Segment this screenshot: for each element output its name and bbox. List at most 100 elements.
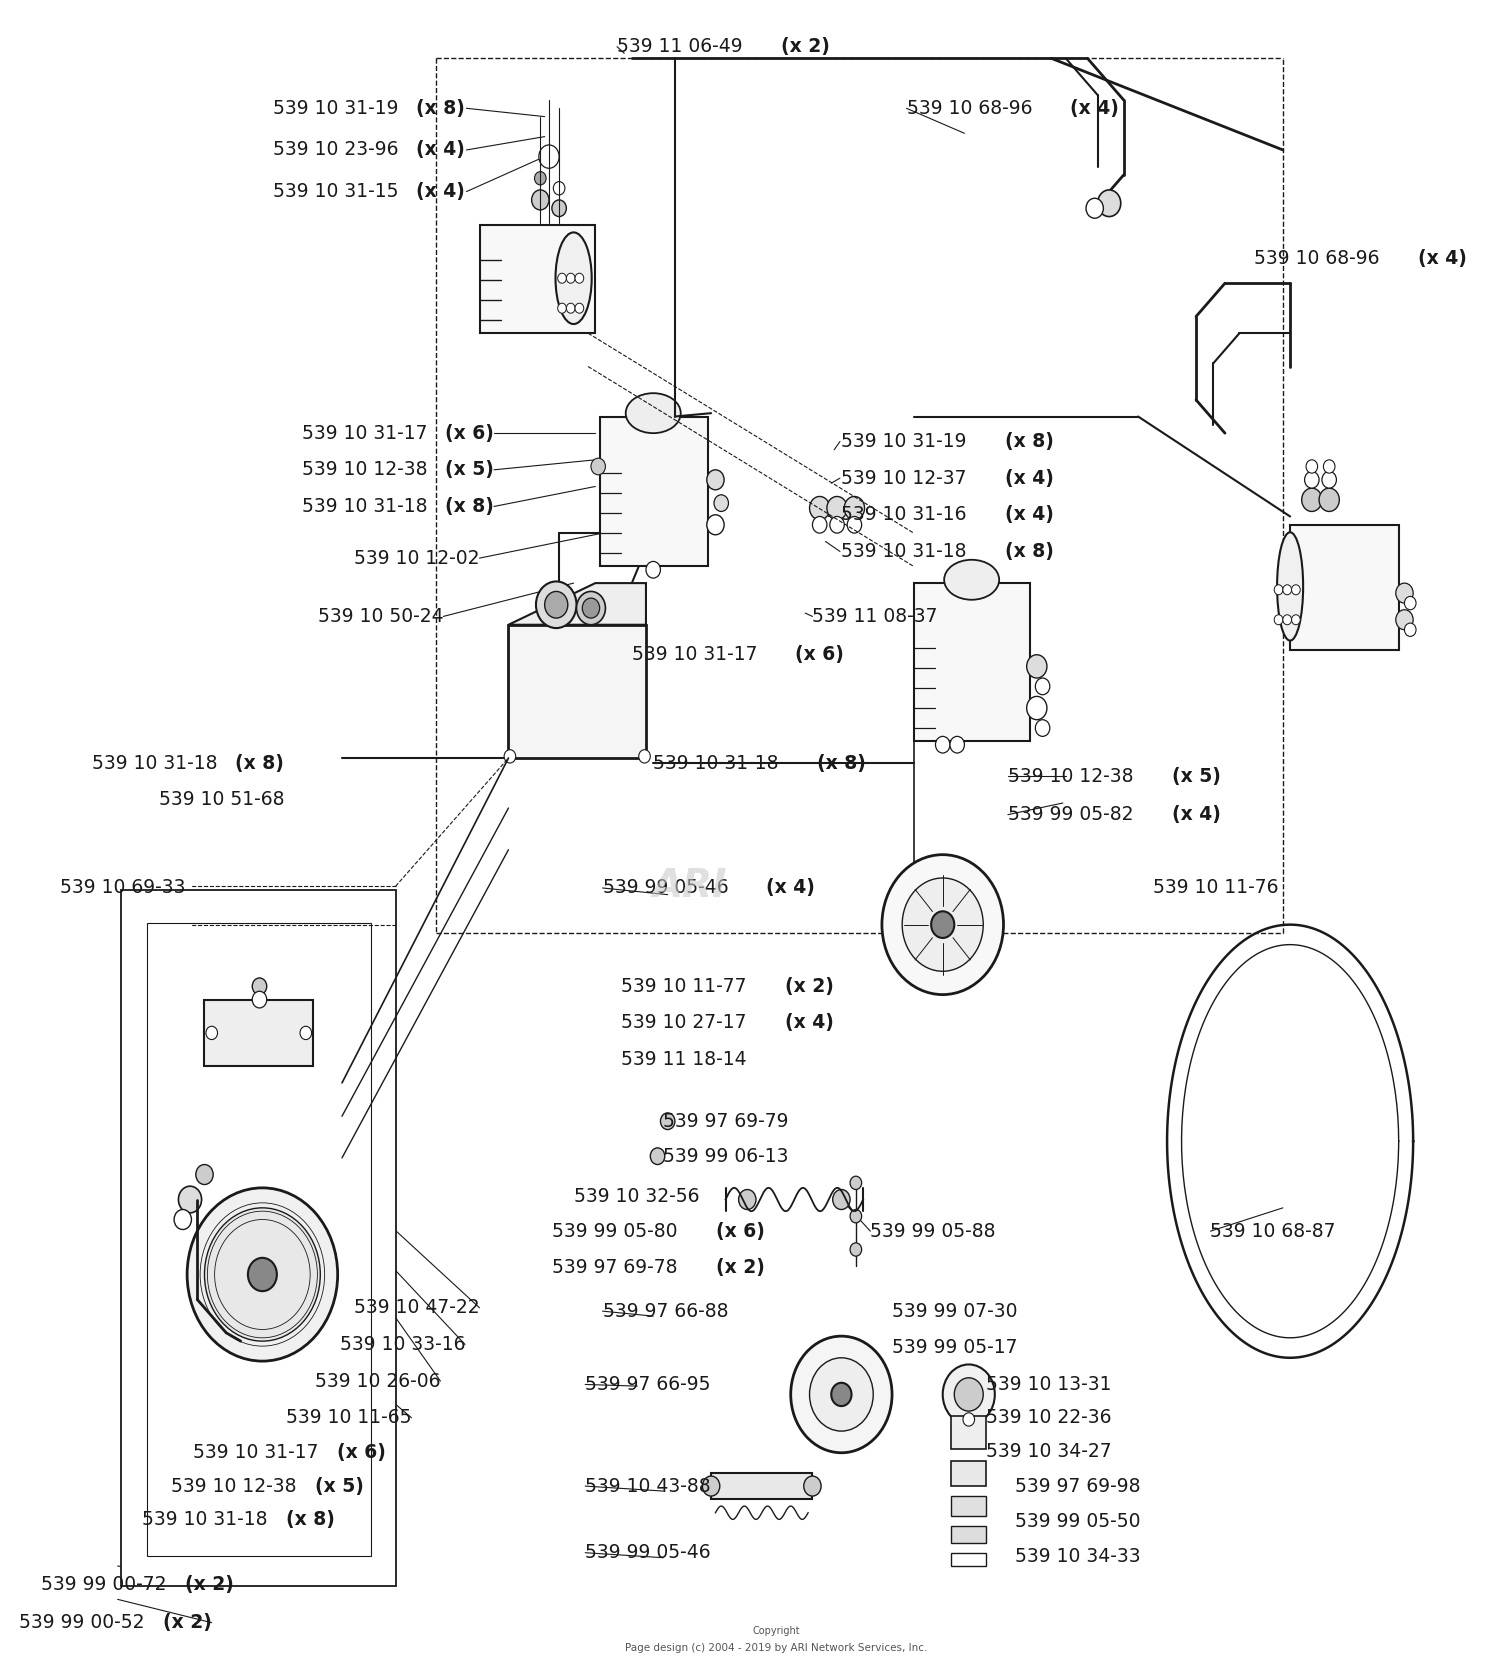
Circle shape bbox=[538, 145, 560, 168]
Circle shape bbox=[1396, 610, 1413, 630]
Circle shape bbox=[1086, 198, 1104, 218]
Ellipse shape bbox=[944, 560, 999, 600]
Text: 539 99 07-30: 539 99 07-30 bbox=[892, 1301, 1017, 1321]
Circle shape bbox=[1404, 623, 1416, 636]
Text: 539 10 31-18: 539 10 31-18 bbox=[302, 496, 433, 516]
Text: 539 97 69-79: 539 97 69-79 bbox=[663, 1111, 789, 1131]
Text: (x 5): (x 5) bbox=[315, 1476, 363, 1496]
Circle shape bbox=[252, 978, 267, 995]
Text: Copyright: Copyright bbox=[753, 1626, 800, 1636]
Text: 539 99 00-72: 539 99 00-72 bbox=[40, 1574, 172, 1594]
Circle shape bbox=[942, 1364, 994, 1424]
Circle shape bbox=[932, 911, 954, 938]
Circle shape bbox=[954, 1378, 982, 1411]
Circle shape bbox=[1282, 615, 1292, 625]
Text: (x 4): (x 4) bbox=[416, 140, 465, 160]
Text: 539 97 69-78: 539 97 69-78 bbox=[552, 1258, 684, 1278]
Text: (x 4): (x 4) bbox=[1172, 805, 1221, 825]
Circle shape bbox=[536, 581, 576, 628]
Text: 539 99 00-52: 539 99 00-52 bbox=[20, 1613, 152, 1633]
Text: 539 10 51-68: 539 10 51-68 bbox=[159, 790, 284, 810]
Circle shape bbox=[702, 1476, 720, 1496]
Ellipse shape bbox=[1276, 533, 1304, 641]
Text: 539 10 33-16: 539 10 33-16 bbox=[339, 1334, 465, 1354]
Circle shape bbox=[574, 303, 584, 313]
Text: 539 10 12-38: 539 10 12-38 bbox=[1008, 766, 1140, 786]
Circle shape bbox=[178, 1186, 201, 1213]
Circle shape bbox=[833, 1190, 850, 1210]
Text: ARI: ARI bbox=[652, 868, 726, 905]
Text: (x 4): (x 4) bbox=[766, 878, 816, 898]
Text: (x 6): (x 6) bbox=[716, 1221, 765, 1241]
Text: (x 8): (x 8) bbox=[1005, 541, 1054, 561]
Circle shape bbox=[831, 1383, 852, 1406]
Text: (x 8): (x 8) bbox=[1005, 431, 1054, 451]
Circle shape bbox=[1302, 488, 1322, 511]
Circle shape bbox=[830, 516, 844, 533]
Bar bbox=[147, 923, 370, 1556]
Bar bbox=[951, 1416, 986, 1449]
Polygon shape bbox=[509, 583, 646, 625]
Circle shape bbox=[174, 1210, 192, 1230]
Circle shape bbox=[882, 855, 1004, 995]
Text: (x 8): (x 8) bbox=[416, 98, 465, 118]
Bar bbox=[480, 225, 596, 333]
Circle shape bbox=[591, 458, 606, 475]
Circle shape bbox=[850, 1176, 861, 1190]
Text: (x 8): (x 8) bbox=[818, 753, 866, 773]
Bar bbox=[951, 1526, 986, 1543]
Text: 539 99 05-46: 539 99 05-46 bbox=[603, 878, 734, 898]
Circle shape bbox=[1274, 615, 1282, 625]
Circle shape bbox=[813, 516, 826, 533]
Text: (x 6): (x 6) bbox=[446, 423, 494, 443]
Circle shape bbox=[850, 1243, 861, 1256]
Circle shape bbox=[790, 1336, 892, 1453]
Ellipse shape bbox=[555, 233, 591, 325]
Circle shape bbox=[204, 1208, 321, 1341]
Text: (x 4): (x 4) bbox=[1005, 505, 1054, 525]
Bar bbox=[711, 1473, 813, 1499]
Text: 539 10 31-17: 539 10 31-17 bbox=[302, 423, 433, 443]
Text: 539 99 05-50: 539 99 05-50 bbox=[1016, 1511, 1140, 1531]
Bar bbox=[914, 583, 1029, 741]
Text: (x 2): (x 2) bbox=[716, 1258, 765, 1278]
Text: (x 6): (x 6) bbox=[336, 1443, 386, 1463]
Text: 539 10 11-76: 539 10 11-76 bbox=[1152, 878, 1278, 898]
Circle shape bbox=[1098, 190, 1120, 217]
Ellipse shape bbox=[626, 393, 681, 433]
Text: 539 99 05-80: 539 99 05-80 bbox=[552, 1221, 684, 1241]
Circle shape bbox=[567, 303, 574, 313]
Circle shape bbox=[902, 878, 983, 971]
Text: Page design (c) 2004 - 2019 by ARI Network Services, Inc.: Page design (c) 2004 - 2019 by ARI Netwo… bbox=[626, 1643, 927, 1653]
Circle shape bbox=[714, 495, 729, 511]
Circle shape bbox=[196, 1165, 213, 1185]
Circle shape bbox=[1323, 460, 1335, 473]
Circle shape bbox=[1292, 585, 1300, 595]
Circle shape bbox=[534, 172, 546, 185]
Circle shape bbox=[567, 273, 574, 283]
Text: 539 11 06-49: 539 11 06-49 bbox=[616, 37, 748, 57]
Bar bbox=[600, 416, 708, 566]
Circle shape bbox=[1292, 615, 1300, 625]
Text: 539 10 69-33: 539 10 69-33 bbox=[60, 878, 186, 898]
Circle shape bbox=[1404, 596, 1416, 610]
Text: 539 10 50-24: 539 10 50-24 bbox=[318, 606, 444, 626]
Circle shape bbox=[1318, 488, 1340, 511]
Circle shape bbox=[639, 750, 651, 763]
Circle shape bbox=[1026, 696, 1047, 720]
Text: 539 10 31-18: 539 10 31-18 bbox=[92, 753, 224, 773]
Text: 539 10 26-06: 539 10 26-06 bbox=[315, 1371, 441, 1391]
Bar bbox=[120, 890, 396, 1586]
Circle shape bbox=[936, 736, 950, 753]
Circle shape bbox=[188, 1188, 338, 1361]
Text: 539 10 31-16: 539 10 31-16 bbox=[842, 505, 974, 525]
Circle shape bbox=[844, 496, 864, 520]
Text: 539 10 11-65: 539 10 11-65 bbox=[286, 1408, 411, 1428]
Text: (x 4): (x 4) bbox=[1005, 468, 1054, 488]
Text: 539 10 13-31: 539 10 13-31 bbox=[986, 1374, 1112, 1394]
Text: 539 10 22-36: 539 10 22-36 bbox=[986, 1408, 1112, 1428]
Bar bbox=[509, 625, 646, 758]
Circle shape bbox=[558, 273, 567, 283]
Text: 539 99 05-88: 539 99 05-88 bbox=[870, 1221, 996, 1241]
Circle shape bbox=[660, 1113, 675, 1130]
